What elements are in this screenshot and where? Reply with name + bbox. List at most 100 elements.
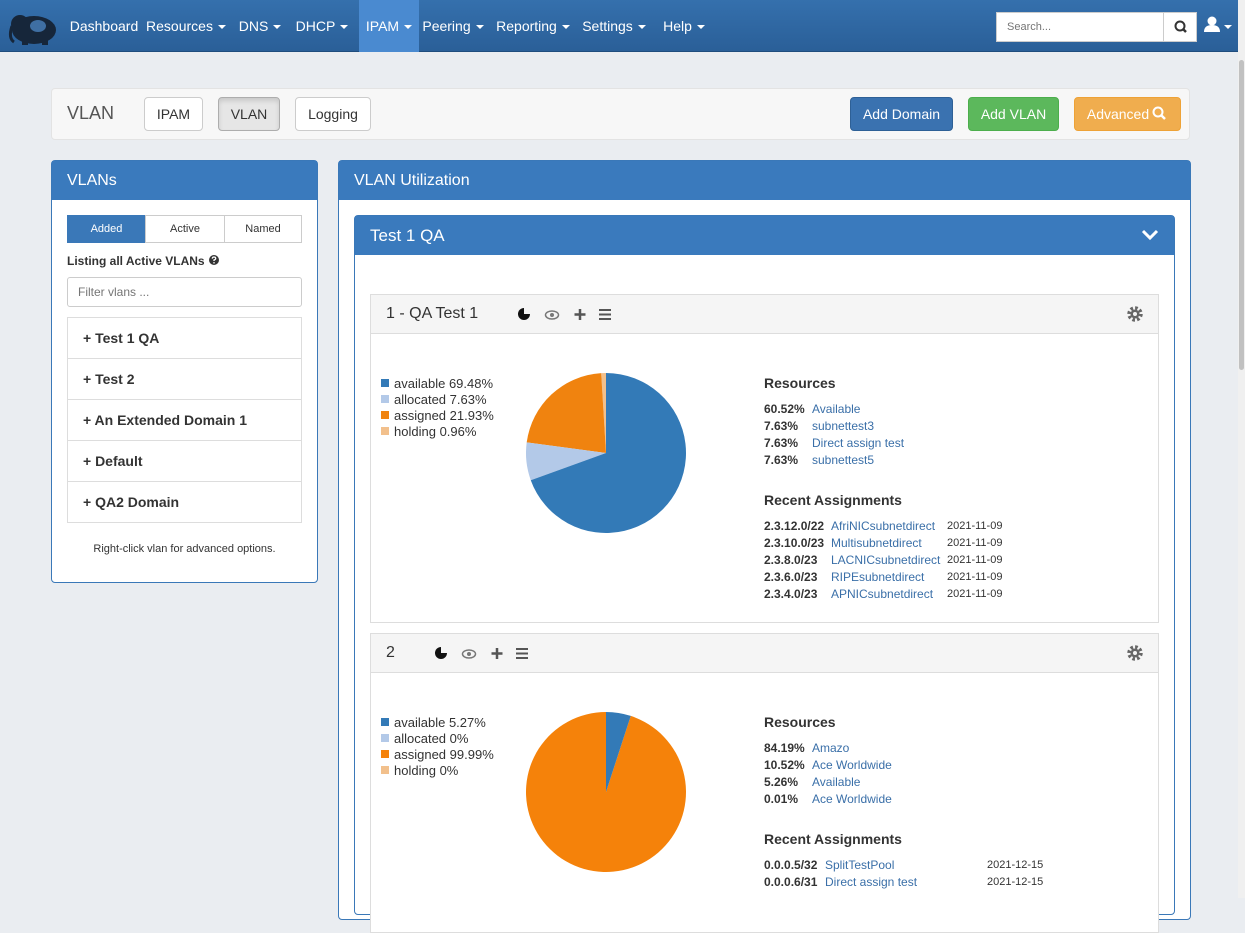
assignment-name[interactable]: LACNICsubnetdirect [831, 553, 940, 567]
assignment-subnet[interactable]: 2.3.12.0/22 [764, 519, 824, 533]
domain-item[interactable]: + Default [67, 440, 302, 482]
domain-item[interactable]: + QA2 Domain [67, 481, 302, 523]
legend-value: 99.99% [450, 747, 494, 762]
resources-title: Resources [764, 714, 836, 730]
nav-item[interactable]: DHCP [292, 0, 352, 52]
action-label: Advanced [1087, 106, 1149, 122]
legend-value: 5.27% [449, 715, 486, 730]
legend-entry: holding 0% [381, 763, 494, 779]
assignment-name[interactable]: SplitTestPool [825, 858, 894, 872]
assignment-name[interactable]: APNICsubnetdirect [831, 587, 933, 601]
listing-label: Listing all Active VLANs [67, 254, 222, 268]
assignment-subnet[interactable]: 2.3.6.0/23 [764, 570, 817, 584]
assignment-subnet[interactable]: 2.3.4.0/23 [764, 587, 817, 601]
user-menu[interactable] [1203, 16, 1235, 36]
filter-input[interactable] [67, 277, 302, 307]
legend: available 69.48%allocated 7.63%assigned … [381, 376, 494, 440]
assignment-name[interactable]: Direct assign test [825, 875, 917, 889]
legend-entry: assigned 99.99% [381, 747, 494, 763]
assignment-date: 2021-11-09 [947, 520, 1002, 532]
assignment-subnet[interactable]: 2.3.10.0/23 [764, 536, 824, 550]
legend-entry: holding 0.96% [381, 424, 494, 440]
add-icon[interactable] [492, 648, 503, 659]
assignment-date: 2021-11-09 [947, 537, 1002, 549]
icon-part [1133, 651, 1137, 655]
resource-pct: 7.63% [764, 453, 798, 467]
assignment-subnet[interactable]: 0.0.0.6/31 [764, 875, 817, 889]
assignment-subnet[interactable]: 2.3.8.0/23 [764, 553, 817, 567]
action-button[interactable]: Add VLAN [968, 97, 1059, 131]
resource-name[interactable]: Amazo [812, 741, 849, 755]
settings-icon[interactable] [1126, 305, 1144, 323]
legend-swatch [381, 750, 389, 758]
scrollbar-thumb[interactable] [1239, 60, 1244, 370]
domain-item[interactable]: + An Extended Domain 1 [67, 399, 302, 441]
action-label: Add Domain [863, 106, 940, 122]
legend-entry: allocated 0% [381, 731, 494, 747]
search-icon [1164, 13, 1198, 41]
search-input[interactable] [996, 12, 1164, 42]
filter-tab[interactable]: Named [224, 215, 302, 243]
legend-name: available [394, 715, 445, 730]
logo[interactable] [6, 8, 60, 46]
assignment-date: 2021-12-15 [987, 876, 1043, 888]
action-button[interactable]: Add Domain [850, 97, 953, 131]
resource-name[interactable]: subnettest5 [812, 453, 874, 467]
toolbar-tab[interactable]: IPAM [144, 97, 203, 131]
collapse-toggle[interactable] [1141, 228, 1159, 242]
legend-entry: available 69.48% [381, 376, 494, 392]
list-icon[interactable] [516, 649, 528, 658]
toolbar-tab[interactable]: VLAN [218, 97, 280, 131]
legend-value: 7.63% [450, 392, 487, 407]
resource-name[interactable]: Available [812, 402, 860, 416]
nav-item[interactable]: Help [656, 0, 712, 52]
assignment-name[interactable]: AfriNICsubnetdirect [831, 519, 935, 533]
domain-item[interactable]: + Test 2 [67, 358, 302, 400]
action-label: Add VLAN [981, 106, 1046, 122]
vlan-box: 1 - QA Test 1 available 69.48%allocated 7… [370, 294, 1159, 623]
resource-pct: 0.01% [764, 792, 798, 806]
icon-part [441, 646, 448, 653]
action-button[interactable]: Advanced [1074, 97, 1181, 131]
assignment-name[interactable]: Multisubnetdirect [831, 536, 922, 550]
nav-item[interactable]: Dashboard [64, 0, 144, 52]
list-icon[interactable] [599, 310, 611, 319]
search-button[interactable] [1163, 12, 1197, 42]
resource-pct: 60.52% [764, 402, 805, 416]
legend-value: 0.96% [440, 424, 477, 439]
resource-name[interactable]: Ace Worldwide [812, 792, 892, 806]
filter-tab[interactable]: Active [145, 215, 225, 243]
nav-item[interactable]: Resources [143, 0, 229, 52]
toolbar-title: VLAN [67, 103, 114, 124]
toolbar-tab[interactable]: Logging [295, 97, 371, 131]
nav-item[interactable]: Settings [579, 0, 649, 52]
help-icon[interactable] [208, 254, 222, 266]
assignment-subnet[interactable]: 0.0.0.5/32 [764, 858, 817, 872]
settings-icon[interactable] [1126, 644, 1144, 662]
nav-item[interactable]: Reporting [493, 0, 573, 52]
resource-name[interactable]: Available [812, 775, 860, 789]
resource-name[interactable]: subnettest3 [812, 419, 874, 433]
legend-name: holding [394, 763, 436, 778]
assignment-name[interactable]: RIPEsubnetdirect [831, 570, 924, 584]
body: {"navbar": {"items": ["Dashboard", "Reso… [0, 0, 1245, 898]
vlan-title: 2 [386, 644, 395, 662]
add-icon[interactable] [575, 309, 586, 320]
hint: Right-click vlan for advanced options. [52, 543, 317, 555]
resources-title: Resources [764, 375, 836, 391]
resource-name[interactable]: Ace Worldwide [812, 758, 892, 772]
filter-tab[interactable]: Added [67, 215, 146, 243]
vlan-title: 1 - QA Test 1 [386, 305, 478, 323]
resource-pct: 7.63% [764, 419, 798, 433]
pie-slice [527, 373, 606, 453]
domain-item[interactable]: + Test 1 QA [67, 317, 302, 359]
icon-part [1161, 115, 1165, 119]
icon-part [1133, 312, 1137, 316]
nav-item[interactable]: IPAM [359, 0, 419, 52]
nav-item[interactable]: Peering [419, 0, 487, 52]
search-icon [1152, 106, 1168, 120]
nav-item[interactable]: DNS [235, 0, 285, 52]
listing-text: Listing all Active VLANs [67, 254, 205, 268]
assignment-date: 2021-11-09 [947, 588, 1002, 600]
resource-name[interactable]: Direct assign test [812, 436, 904, 450]
